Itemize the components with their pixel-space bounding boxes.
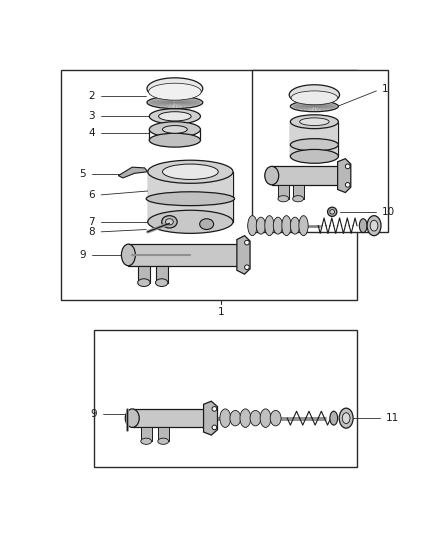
Ellipse shape xyxy=(265,166,279,185)
Ellipse shape xyxy=(260,409,271,427)
Text: 2: 2 xyxy=(88,91,95,101)
Text: 10: 10 xyxy=(382,207,395,217)
Text: 9: 9 xyxy=(90,409,97,419)
Text: 7: 7 xyxy=(88,217,95,227)
Ellipse shape xyxy=(346,164,350,168)
Ellipse shape xyxy=(300,118,329,126)
Ellipse shape xyxy=(250,410,261,426)
Text: 1: 1 xyxy=(218,307,225,317)
Bar xyxy=(272,166,342,185)
Ellipse shape xyxy=(290,217,300,234)
Ellipse shape xyxy=(367,216,381,236)
Ellipse shape xyxy=(339,408,353,428)
Ellipse shape xyxy=(342,413,350,424)
Text: 9: 9 xyxy=(79,250,86,260)
Polygon shape xyxy=(118,167,148,178)
Bar xyxy=(141,427,152,441)
Bar xyxy=(293,185,304,199)
Ellipse shape xyxy=(155,279,168,287)
Bar xyxy=(278,185,289,199)
Ellipse shape xyxy=(299,216,308,236)
Text: 1: 1 xyxy=(382,84,389,94)
Bar xyxy=(148,172,233,222)
Ellipse shape xyxy=(125,409,139,427)
Ellipse shape xyxy=(290,139,339,151)
Bar xyxy=(138,265,150,282)
Ellipse shape xyxy=(121,244,135,265)
Text: 11: 11 xyxy=(386,413,399,423)
Ellipse shape xyxy=(291,91,338,105)
Ellipse shape xyxy=(290,149,339,163)
Ellipse shape xyxy=(162,164,218,180)
Ellipse shape xyxy=(146,192,235,206)
Ellipse shape xyxy=(245,240,249,245)
Ellipse shape xyxy=(270,410,281,426)
Ellipse shape xyxy=(220,409,231,427)
Ellipse shape xyxy=(289,85,339,105)
Ellipse shape xyxy=(290,101,339,112)
Ellipse shape xyxy=(141,438,152,445)
Bar xyxy=(158,427,169,441)
Ellipse shape xyxy=(166,219,173,225)
Bar xyxy=(252,70,388,232)
Bar xyxy=(155,265,168,282)
Ellipse shape xyxy=(248,216,257,236)
Bar xyxy=(290,122,339,156)
Text: 5: 5 xyxy=(79,169,86,179)
Text: 3: 3 xyxy=(88,111,95,122)
Ellipse shape xyxy=(240,409,251,427)
Polygon shape xyxy=(338,159,351,192)
Ellipse shape xyxy=(162,216,177,228)
Ellipse shape xyxy=(330,411,338,425)
Ellipse shape xyxy=(346,182,350,187)
Ellipse shape xyxy=(245,265,249,270)
Ellipse shape xyxy=(200,219,214,230)
Bar xyxy=(128,244,245,265)
Ellipse shape xyxy=(148,160,233,183)
Ellipse shape xyxy=(330,209,335,214)
Ellipse shape xyxy=(138,279,150,287)
Ellipse shape xyxy=(273,217,283,234)
Ellipse shape xyxy=(212,407,217,411)
Ellipse shape xyxy=(359,219,367,232)
Bar xyxy=(61,70,357,300)
Ellipse shape xyxy=(149,133,201,147)
Ellipse shape xyxy=(282,216,291,236)
Ellipse shape xyxy=(158,438,169,445)
Ellipse shape xyxy=(147,96,203,109)
Bar xyxy=(132,409,210,427)
Ellipse shape xyxy=(147,78,203,99)
Ellipse shape xyxy=(149,109,201,124)
Ellipse shape xyxy=(148,83,201,100)
Ellipse shape xyxy=(290,115,339,128)
Ellipse shape xyxy=(162,126,187,133)
Ellipse shape xyxy=(293,196,304,202)
Ellipse shape xyxy=(148,210,233,233)
Ellipse shape xyxy=(256,217,265,234)
Bar xyxy=(93,329,357,467)
Polygon shape xyxy=(204,401,218,435)
Text: 6: 6 xyxy=(88,190,95,200)
Ellipse shape xyxy=(370,220,378,231)
Ellipse shape xyxy=(265,216,274,236)
Text: 4: 4 xyxy=(88,128,95,138)
Ellipse shape xyxy=(159,112,191,121)
Text: 8: 8 xyxy=(88,227,95,237)
Ellipse shape xyxy=(328,207,337,216)
Polygon shape xyxy=(237,236,250,274)
Ellipse shape xyxy=(212,425,217,430)
Ellipse shape xyxy=(230,410,241,426)
Ellipse shape xyxy=(278,196,289,202)
Ellipse shape xyxy=(149,122,201,137)
